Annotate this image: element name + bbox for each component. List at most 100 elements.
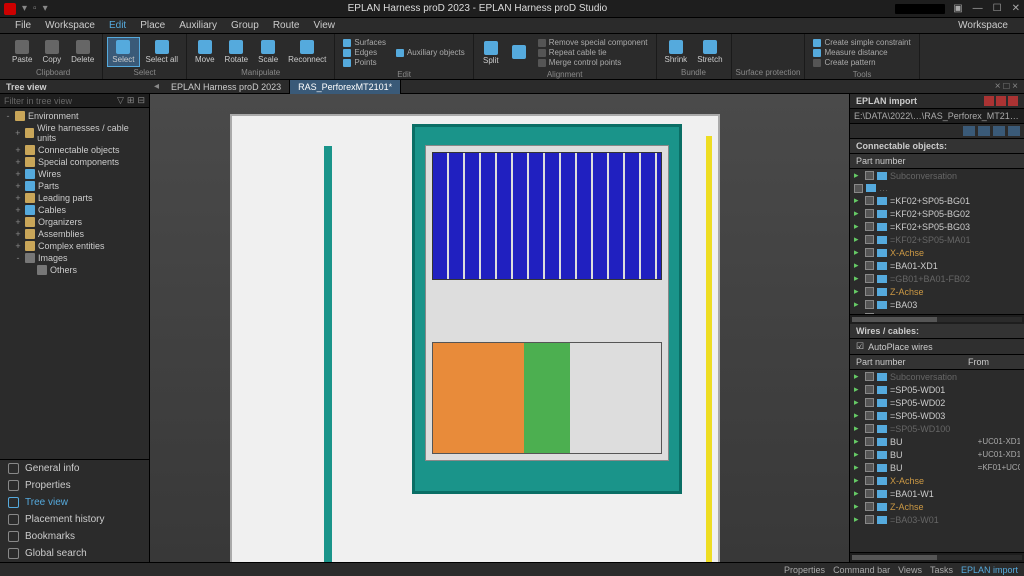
checkbox-icon[interactable] xyxy=(865,515,874,524)
wires-list[interactable]: ▸Subconversation▸=SP05-WD01▸=SP05-WD02▸=… xyxy=(850,370,1024,552)
play-icon[interactable]: ▸ xyxy=(854,449,862,460)
ribbon-button-select[interactable]: Select xyxy=(107,37,139,67)
ticon-node[interactable]: +Leading parts xyxy=(0,192,149,204)
import-tool-icon[interactable] xyxy=(963,126,975,136)
scroll-hint[interactable] xyxy=(850,314,1024,324)
status-item-tasks[interactable]: Tasks xyxy=(930,565,953,575)
ticon-node[interactable]: +Special components xyxy=(0,156,149,168)
filter-funnel-icon[interactable]: ▽ xyxy=(117,95,124,106)
checkbox-icon[interactable] xyxy=(865,476,874,485)
play-icon[interactable]: ▸ xyxy=(854,221,862,232)
import-tool-icon[interactable] xyxy=(993,126,1005,136)
list-item[interactable]: ▸=BA01-W1 xyxy=(850,487,1024,500)
import-file-path[interactable]: E:\DATA\2022\…\RAS_Perforex_MT2101.elk xyxy=(850,109,1024,124)
checkbox-icon[interactable] xyxy=(854,184,863,193)
list-item[interactable]: ▸=KF02+SP05-BG01 xyxy=(850,194,1024,207)
list-item[interactable]: ▸Z-Achse xyxy=(850,500,1024,513)
ticon-node[interactable]: +Organizers xyxy=(0,216,149,228)
ticon-node[interactable]: -Images xyxy=(0,252,149,264)
ticon-node[interactable]: Others xyxy=(0,264,149,276)
menu-item-workspace[interactable]: Workspace xyxy=(38,20,102,31)
checkbox-icon[interactable]: ☑ xyxy=(856,341,864,352)
ticon-node[interactable]: +Connectable objects xyxy=(0,144,149,156)
maximize-icon[interactable]: ☐ xyxy=(993,3,1002,14)
qa-icon[interactable]: ▾ xyxy=(22,3,27,14)
checkbox-icon[interactable] xyxy=(865,248,874,257)
ribbon-list-item[interactable]: Points xyxy=(343,58,386,67)
left-nav-tree-view[interactable]: Tree view xyxy=(0,494,149,511)
expand-icon[interactable]: + xyxy=(14,229,22,239)
expand-icon[interactable]: - xyxy=(14,253,22,263)
play-icon[interactable]: ▸ xyxy=(854,397,862,408)
play-icon[interactable]: ▸ xyxy=(854,195,862,206)
ticon-node[interactable]: +Complex entities xyxy=(0,240,149,252)
expand-icon[interactable]: + xyxy=(14,145,22,155)
expand-icon[interactable]: + xyxy=(14,181,22,191)
menu-item-file[interactable]: File xyxy=(8,20,38,31)
tabs-scroll-left-icon[interactable]: ◂ xyxy=(150,81,163,92)
expand-icon[interactable]: - xyxy=(4,111,12,121)
expand-icon[interactable]: + xyxy=(14,193,22,203)
ribbon-button-delete[interactable]: Delete xyxy=(67,38,98,66)
left-nav-properties[interactable]: Properties xyxy=(0,477,149,494)
list-item[interactable]: … xyxy=(850,182,1024,194)
ribbon-button-rotate[interactable]: Rotate xyxy=(221,38,253,66)
checkbox-icon[interactable] xyxy=(865,372,874,381)
ribbon-list-item[interactable]: Merge control points xyxy=(538,58,648,67)
ticon-node[interactable]: +Assemblies xyxy=(0,228,149,240)
expand-icon[interactable]: + xyxy=(14,217,22,227)
play-icon[interactable]: ▸ xyxy=(854,247,862,258)
filter-expand-icon[interactable]: ⊞ xyxy=(127,95,135,106)
panel-action-icon[interactable] xyxy=(996,96,1006,106)
play-icon[interactable]: ▸ xyxy=(854,462,862,473)
left-nav-bookmarks[interactable]: Bookmarks xyxy=(0,528,149,545)
play-icon[interactable]: ▸ xyxy=(854,260,862,271)
play-icon[interactable]: ▸ xyxy=(854,234,862,245)
checkbox-icon[interactable] xyxy=(865,300,874,309)
ribbon-list-item[interactable]: Create pattern xyxy=(813,58,910,67)
status-item-eplan-import[interactable]: EPLAN import xyxy=(961,565,1018,575)
list-item[interactable]: ▸=KF02+SP05-BG02 xyxy=(850,207,1024,220)
checkbox-icon[interactable] xyxy=(865,411,874,420)
viewport-3d[interactable] xyxy=(150,94,849,562)
objects-list[interactable]: ▸Subconversation…▸=KF02+SP05-BG01▸=KF02+… xyxy=(850,169,1024,314)
expand-icon[interactable]: + xyxy=(14,169,22,179)
ribbon-button-shrink[interactable]: Shrink xyxy=(661,38,692,66)
list-item[interactable]: ▸Z-Achse xyxy=(850,285,1024,298)
expand-icon[interactable]: + xyxy=(14,128,22,138)
ribbon-list-item[interactable]: Create simple constraint xyxy=(813,38,910,47)
checkbox-icon[interactable] xyxy=(865,171,874,180)
list-item[interactable]: ▸BU+UC01-XD132:5:4 xyxy=(850,435,1024,448)
autoplace-row[interactable]: ☑ AutoPlace wires xyxy=(850,339,1024,355)
panel-action-icon[interactable] xyxy=(984,96,994,106)
ticon-node[interactable]: +Wires xyxy=(0,168,149,180)
ribbon-button-select-all[interactable]: Select all xyxy=(142,38,182,66)
ticon-node[interactable]: +Parts xyxy=(0,180,149,192)
checkbox-icon[interactable] xyxy=(865,398,874,407)
list-item[interactable]: ▸=SP05-WD02 xyxy=(850,396,1024,409)
list-item[interactable]: ▸=BA01-XD1 xyxy=(850,259,1024,272)
checkbox-icon[interactable] xyxy=(865,450,874,459)
ribbon-list-item[interactable]: Measure distance xyxy=(813,48,910,57)
checkbox-icon[interactable] xyxy=(865,274,874,283)
play-icon[interactable]: ▸ xyxy=(854,410,862,421)
document-tab[interactable]: RAS_PerforexMT2101* xyxy=(290,80,401,94)
expand-icon[interactable]: + xyxy=(14,157,22,167)
checkbox-icon[interactable] xyxy=(865,235,874,244)
list-item[interactable]: ▸Subconversation xyxy=(850,370,1024,383)
list-item[interactable]: ▸=SP05-WD03 xyxy=(850,409,1024,422)
play-icon[interactable]: ▸ xyxy=(854,501,862,512)
play-icon[interactable]: ▸ xyxy=(854,475,862,486)
ribbon-button-icon[interactable] xyxy=(506,43,532,62)
canvas-3d[interactable] xyxy=(150,94,849,562)
checkbox-icon[interactable] xyxy=(865,437,874,446)
play-icon[interactable]: ▸ xyxy=(854,299,862,310)
list-item[interactable]: ▸=KF02+SP05-BG03 xyxy=(850,220,1024,233)
play-icon[interactable]: ▸ xyxy=(854,286,862,297)
status-item-command-bar[interactable]: Command bar xyxy=(833,565,890,575)
menu-item-group[interactable]: Group xyxy=(224,20,266,31)
checkbox-icon[interactable] xyxy=(865,196,874,205)
left-nav-placement-history[interactable]: Placement history xyxy=(0,511,149,528)
ribbon-list-item[interactable]: Surfaces xyxy=(343,38,386,47)
left-nav-general-info[interactable]: General info xyxy=(0,460,149,477)
